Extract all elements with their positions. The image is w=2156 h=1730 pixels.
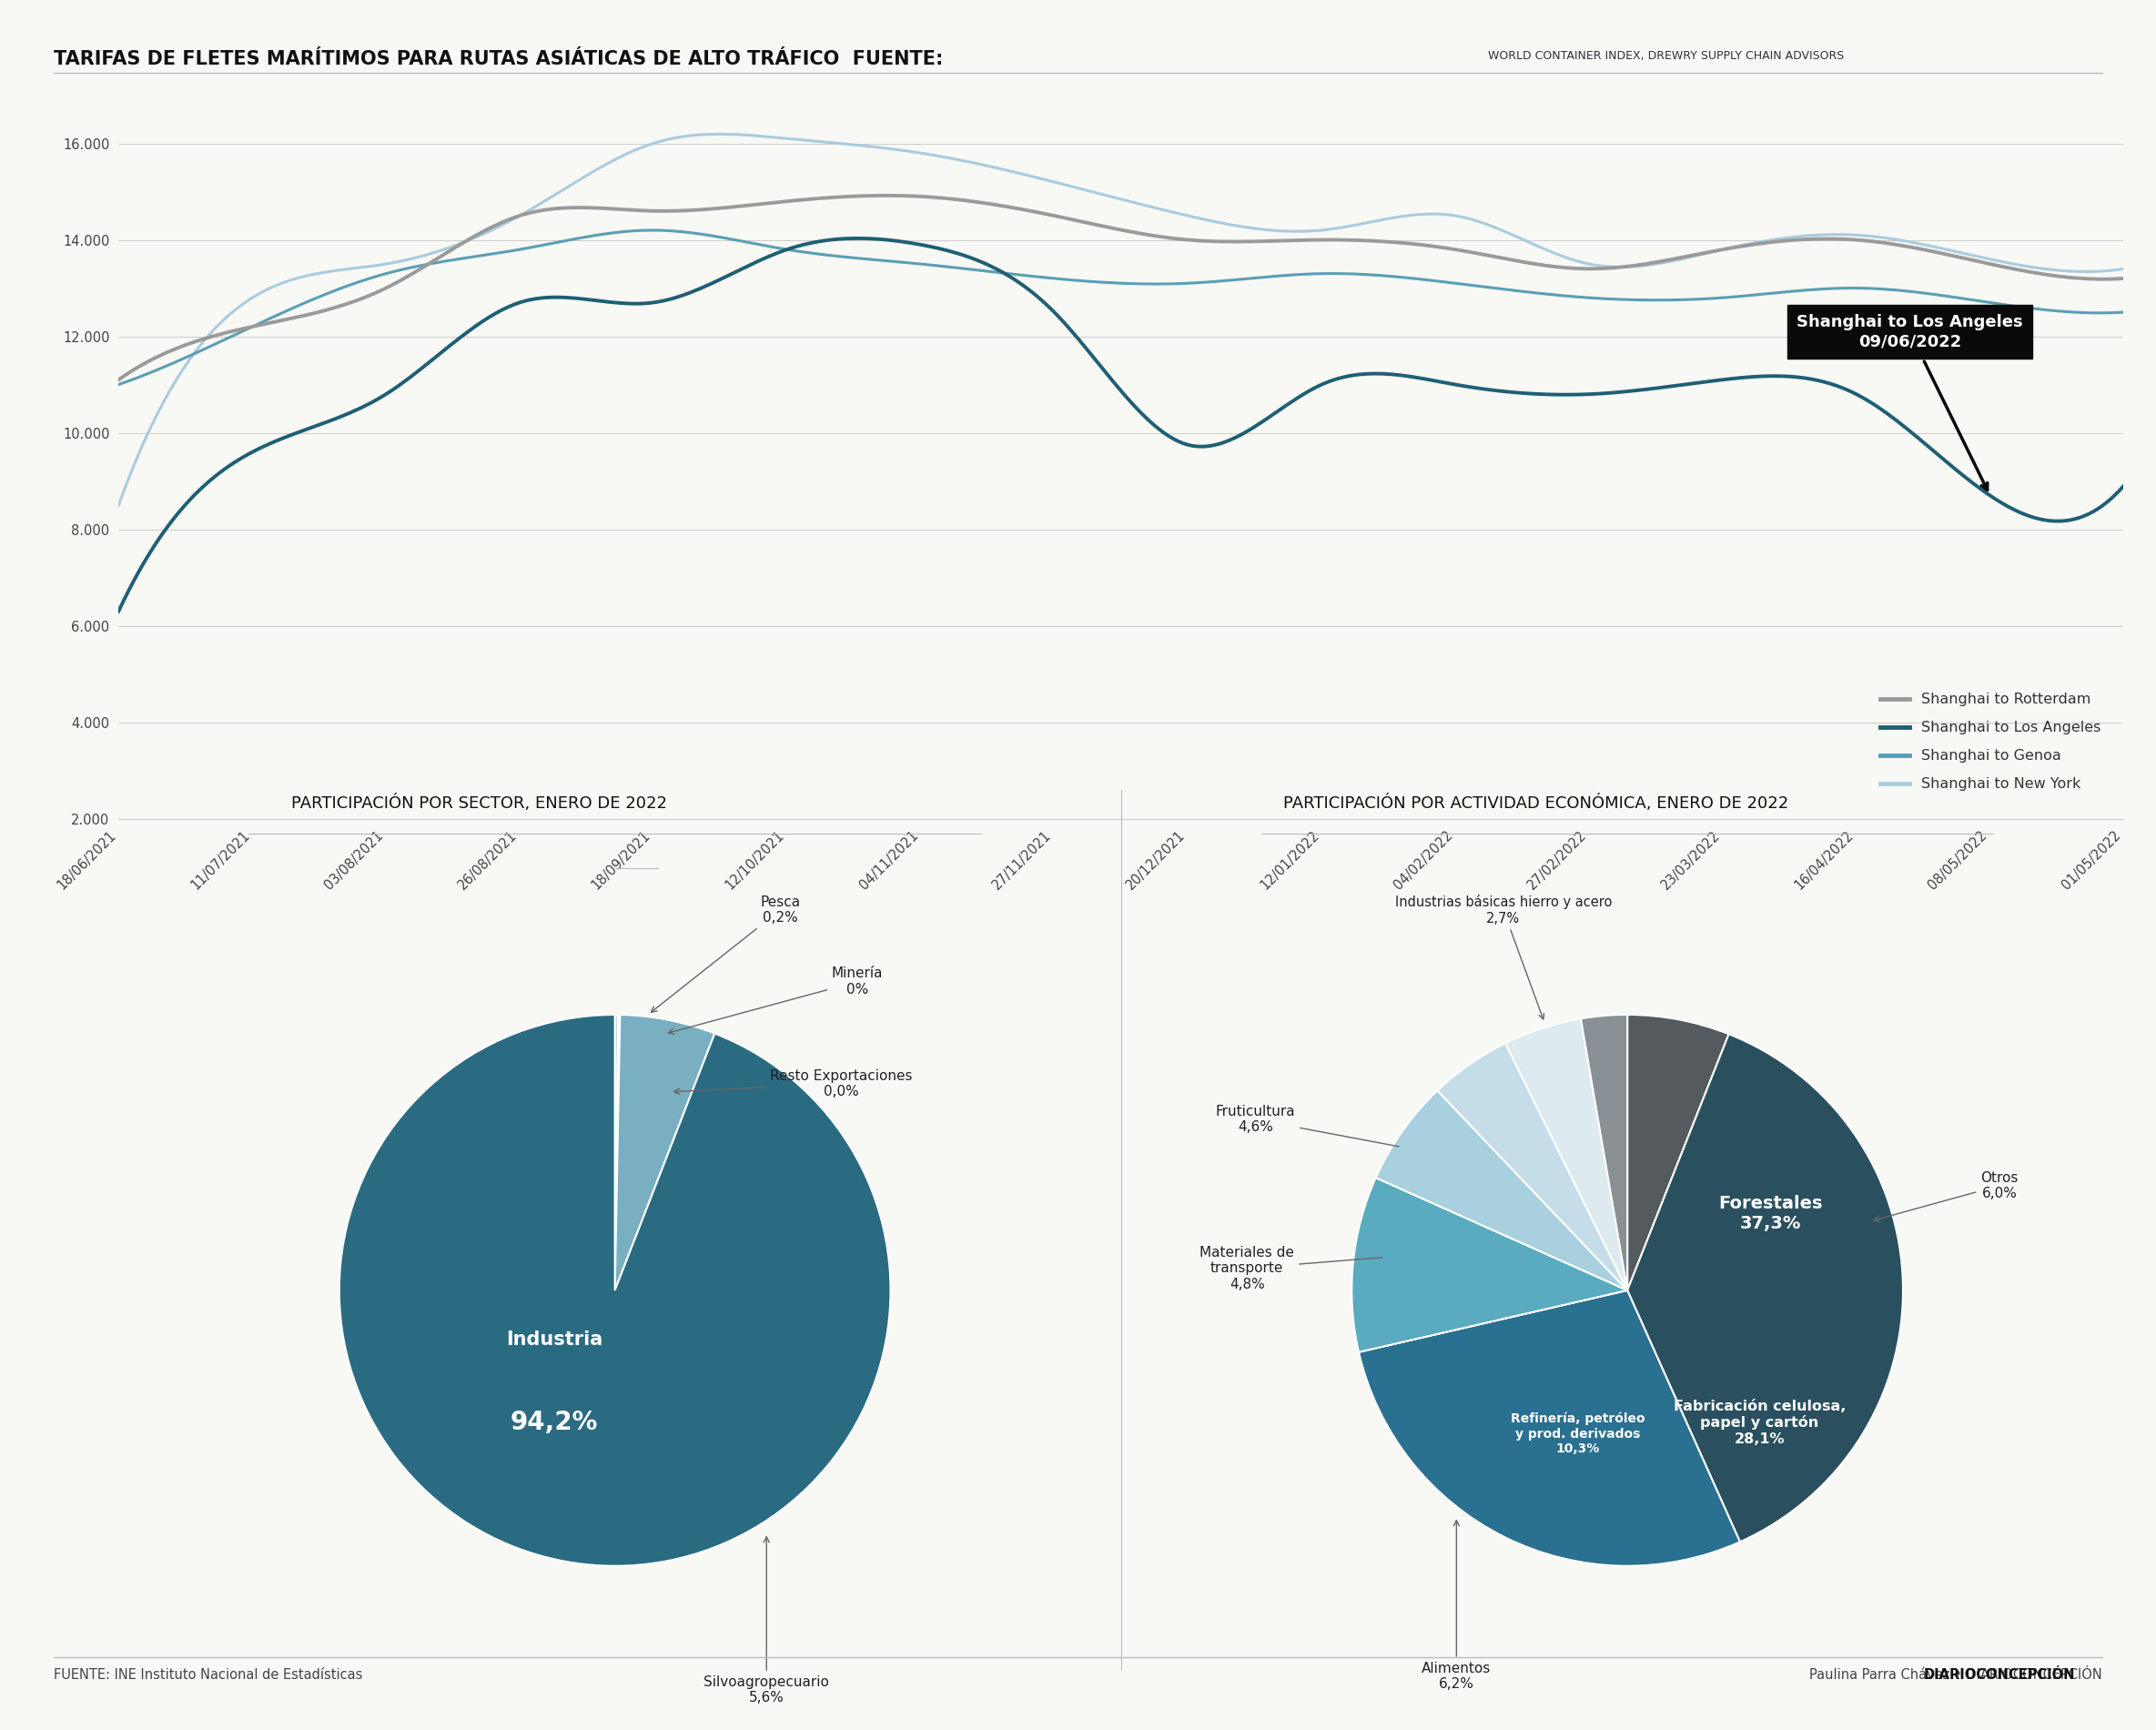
Text: 94,2%: 94,2% (511, 1410, 597, 1436)
Text: DIARIOCONCEPCIÓN: DIARIOCONCEPCIÓN (1923, 1668, 2074, 1682)
Wedge shape (614, 1016, 621, 1291)
Wedge shape (614, 1016, 619, 1291)
Text: FUENTE: INE Instituto Nacional de Estadísticas: FUENTE: INE Instituto Nacional de Estadí… (54, 1668, 362, 1682)
Text: Refinería, petróleo
y prod. derivados
10,3%: Refinería, petróleo y prod. derivados 10… (1511, 1412, 1645, 1455)
Text: WORLD CONTAINER INDEX, DREWRY SUPPLY CHAIN ADVISORS: WORLD CONTAINER INDEX, DREWRY SUPPLY CHA… (1488, 50, 1843, 62)
Text: Industrias básicas hierro y acero
2,7%: Industrias básicas hierro y acero 2,7% (1395, 894, 1613, 1019)
Text: Forestales
37,3%: Forestales 37,3% (1718, 1194, 1822, 1232)
Wedge shape (1628, 1035, 1904, 1541)
Text: Minería
0%: Minería 0% (668, 967, 884, 1035)
Text: Resto Exportaciones
0,0%: Resto Exportaciones 0,0% (675, 1069, 912, 1099)
Text: PARTICIPACIÓN POR ACTIVIDAD ECONÓMICA, ENERO DE 2022: PARTICIPACIÓN POR ACTIVIDAD ECONÓMICA, E… (1283, 794, 1787, 811)
Text: Silvoagropecuario
5,6%: Silvoagropecuario 5,6% (703, 1536, 830, 1704)
Text: Materiales de
transporte
4,8%: Materiales de transporte 4,8% (1199, 1246, 1382, 1291)
Legend: Shanghai to Rotterdam, Shanghai to Los Angeles, Shanghai to Genoa, Shanghai to N: Shanghai to Rotterdam, Shanghai to Los A… (1874, 687, 2106, 798)
Wedge shape (614, 1016, 716, 1291)
Wedge shape (1628, 1016, 1729, 1291)
Text: Otros
6,0%: Otros 6,0% (1874, 1171, 2018, 1221)
Text: Fruticultura
4,6%: Fruticultura 4,6% (1216, 1105, 1399, 1147)
Wedge shape (1358, 1291, 1740, 1566)
Wedge shape (1580, 1016, 1628, 1291)
Text: Shanghai to Los Angeles
09/06/2022: Shanghai to Los Angeles 09/06/2022 (1796, 315, 2022, 490)
Text: Pesca
0,2%: Pesca 0,2% (651, 894, 800, 1012)
Wedge shape (614, 1016, 619, 1291)
Text: TARIFAS DE FLETES MARÍTIMOS PARA RUTAS ASIÁTICAS DE ALTO TRÁFICO  FUENTE:: TARIFAS DE FLETES MARÍTIMOS PARA RUTAS A… (54, 50, 944, 69)
Text: Industria: Industria (507, 1330, 602, 1349)
Wedge shape (1352, 1178, 1628, 1353)
Wedge shape (1376, 1090, 1628, 1291)
Text: Alimentos
6,2%: Alimentos 6,2% (1421, 1521, 1492, 1690)
Text: Fabricación celulosa,
papel y cartón
28,1%: Fabricación celulosa, papel y cartón 28,… (1673, 1400, 1846, 1446)
Text: PARTICIPACIÓN POR SECTOR, ENERO DE 2022: PARTICIPACIÓN POR SECTOR, ENERO DE 2022 (291, 794, 666, 811)
Wedge shape (1505, 1019, 1628, 1291)
Text: Paulina Parra Chávez • DIARIOCONCEPCIÓN: Paulina Parra Chávez • DIARIOCONCEPCIÓN (1809, 1668, 2102, 1682)
Wedge shape (1438, 1043, 1628, 1291)
Wedge shape (338, 1016, 890, 1566)
